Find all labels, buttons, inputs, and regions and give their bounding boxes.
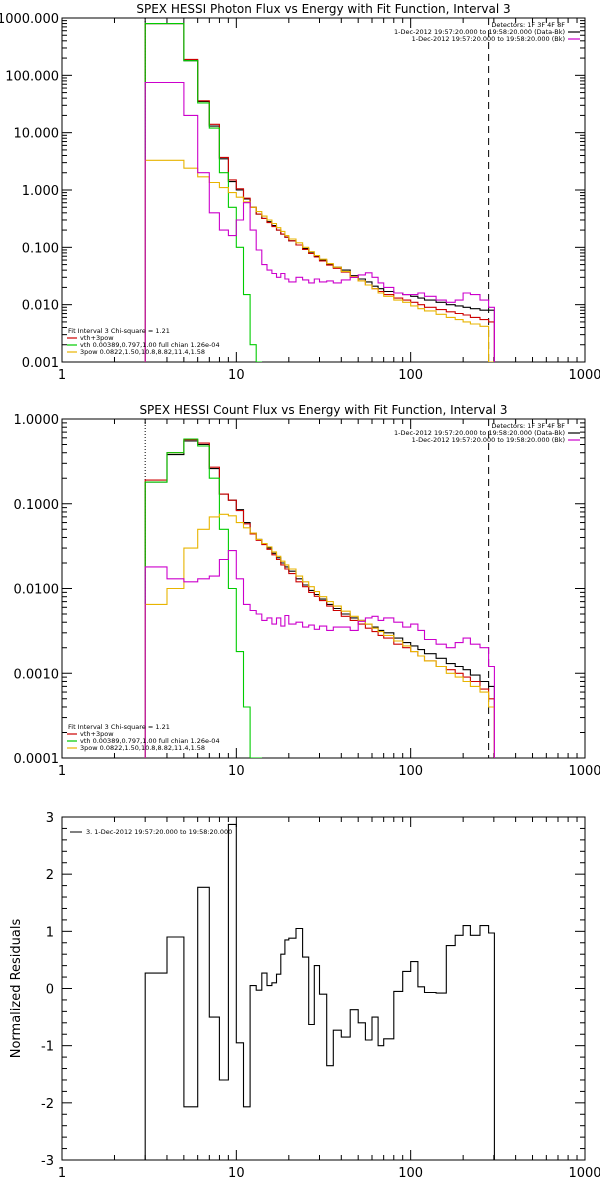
- series-group: [144, 823, 495, 1160]
- x-tick-label: 1: [58, 368, 66, 383]
- chart-title: SPEX HESSI Count Flux vs Energy with Fit…: [139, 403, 507, 417]
- legend-bottom-entry: vth+3pow: [80, 334, 114, 342]
- x-tick-label: 1000: [568, 764, 600, 779]
- y-tick-label: 2: [46, 868, 54, 883]
- y-tick-label: 1: [46, 925, 54, 940]
- y-tick-label: 1000.000: [0, 12, 59, 27]
- series-line-3: [144, 513, 495, 758]
- x-tick-label: 1000: [568, 1166, 600, 1181]
- y-tick-label: 0.0100: [14, 583, 60, 598]
- plot-frame: [61, 418, 586, 759]
- y-tick-label: 1.0000: [14, 413, 60, 428]
- legend-top-entry: Detectors: 1F 3F 4F 8F: [491, 422, 565, 430]
- x-tick-label: 1: [58, 1166, 66, 1181]
- y-tick-label: 0: [46, 983, 54, 998]
- y-tick-label: 1.000: [22, 184, 59, 199]
- legend-bottom-entry: Fit Interval 3 Chi-square = 1.21: [68, 327, 170, 335]
- series-line-0: [144, 823, 495, 1160]
- series-line-1: [144, 23, 495, 362]
- series-line-2: [144, 23, 262, 362]
- series-line-4: [144, 81, 495, 362]
- y-tick-label: 100.000: [5, 69, 59, 84]
- series-line-1: [144, 439, 495, 758]
- y-axis-label: Normalized Residuals: [9, 919, 24, 1059]
- legend-top-entry: Detectors: 1F 3F 4F 8F: [491, 21, 565, 29]
- x-tick-label: 10: [228, 368, 245, 383]
- y-tick-label: 0.001: [22, 356, 59, 371]
- x-tick-label: 1000: [568, 368, 600, 383]
- x-tick-label: 10: [228, 764, 245, 779]
- legend-top-entry: 1-Dec-2012 19:57:20.000 to 19:58:20.000 …: [394, 429, 565, 437]
- legend-top-entry: 1-Dec-2012 19:57:20.000 to 19:58:20.000 …: [394, 28, 565, 36]
- x-tick-label: 100: [398, 1166, 423, 1181]
- series-line-2: [144, 438, 262, 758]
- legend-bottom-entry: vth 0.00389,0.797,1.00 full chian 1.26e-…: [80, 341, 220, 349]
- y-tick-label: 0.010: [22, 299, 59, 314]
- x-tick-label: 100: [398, 368, 423, 383]
- x-tick-label: 1: [58, 764, 66, 779]
- y-tick-label: 0.0010: [14, 667, 60, 682]
- chart-photon: SPEX HESSI Photon Flux vs Energy with Fi…: [0, 2, 600, 383]
- legend-top-entry: 1-Dec-2012 19:57:20.000 to 19:58:20.000 …: [412, 436, 565, 444]
- y-tick-label: 10.000: [14, 127, 60, 142]
- series-group: [144, 438, 495, 758]
- plot-frame: [61, 816, 586, 1161]
- x-tick-label: 100: [398, 764, 423, 779]
- y-tick-label: 0.0001: [14, 752, 60, 767]
- legend-bottom-entry: 3pow 0.0822,1.50,10.8,8.82,11.4,1.58: [80, 348, 205, 356]
- x-tick-label: 10: [228, 1166, 245, 1181]
- legend-bottom-entry: Fit Interval 3 Chi-square = 1.21: [68, 723, 170, 731]
- y-tick-label: 0.100: [22, 241, 59, 256]
- y-tick-label: -3: [41, 1154, 54, 1169]
- legend-bottom-entry: vth 0.00389,0.797,1.00 full chian 1.26e-…: [80, 737, 220, 745]
- chart-residuals: 1 10 100 1000 -3 -2 -1 0 1 2 3 Normalized Residuals…: [9, 811, 600, 1181]
- y-tick-label: -1: [41, 1040, 54, 1055]
- legend-bottom-entry: vth+3pow: [80, 730, 114, 738]
- plot-frame: [61, 17, 586, 363]
- chart-title: SPEX HESSI Photon Flux vs Energy with Fi…: [136, 2, 510, 16]
- legend-entry: 3. 1-Dec-2012 19:57:20.000 to 19:58:20.0…: [86, 828, 232, 836]
- chart-count: SPEX HESSI Count Flux vs Energy with Fit…: [14, 403, 600, 779]
- legend-top-entry: 1-Dec-2012 19:57:20.000 to 19:58:20.000 …: [412, 35, 565, 43]
- series-line-3: [144, 159, 495, 362]
- series-group: [144, 23, 495, 362]
- series-line-4: [144, 550, 495, 758]
- y-tick-label: 3: [46, 811, 54, 826]
- y-tick-label: 0.1000: [14, 498, 60, 513]
- y-tick-label: -2: [41, 1097, 54, 1112]
- legend-bottom-entry: 3pow 0.0822,1.50,10.8,8.82,11.4,1.58: [80, 744, 205, 752]
